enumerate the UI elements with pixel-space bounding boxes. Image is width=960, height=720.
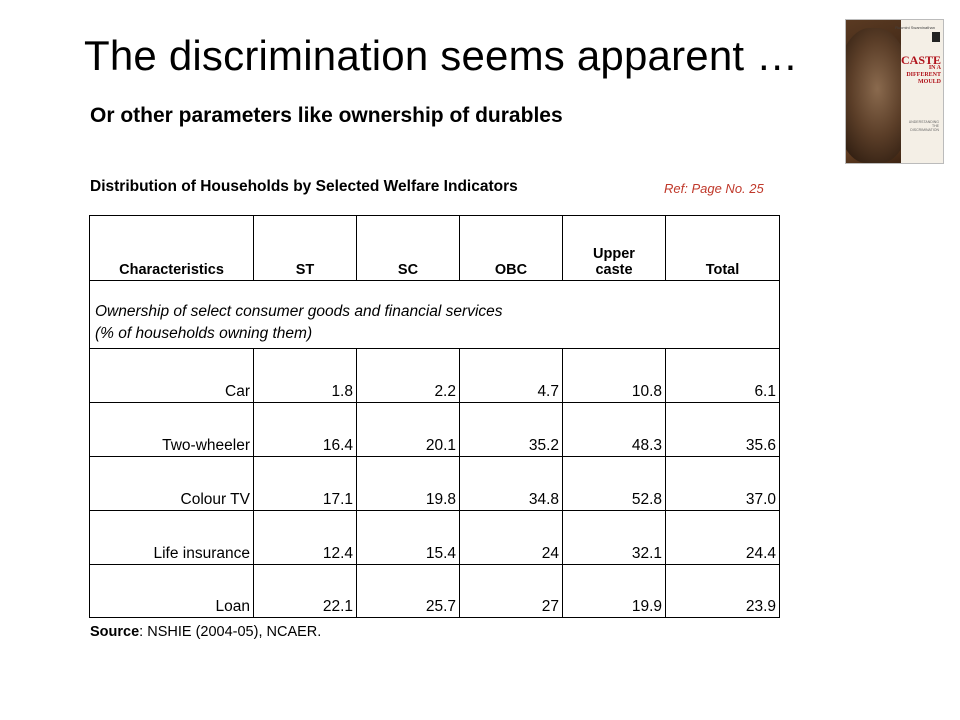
book-cover-face-illustration — [846, 28, 911, 163]
header-total: Total — [665, 215, 780, 281]
header-sc: SC — [356, 215, 460, 281]
cell-total: 37.0 — [665, 456, 780, 511]
source-text: : NSHIE (2004-05), NCAER. — [139, 624, 322, 640]
book-title-line: MOULD — [918, 79, 941, 85]
cell-st: 1.8 — [253, 348, 357, 403]
cell-obc: 4.7 — [459, 348, 563, 403]
slide-subtitle: Or other parameters like ownership of du… — [90, 104, 563, 127]
page-reference: Ref: Page No. 25 — [664, 181, 764, 196]
book-cover-title: CASTE IN A DIFFERENT MOULD — [897, 53, 941, 86]
table-row: Two-wheeler 16.4 20.1 35.2 48.3 35.6 — [89, 402, 780, 457]
cell-upper-caste: 32.1 — [562, 510, 666, 565]
cell-sc: 25.7 — [356, 564, 460, 618]
table-row: Loan 22.1 25.7 27 19.9 23.9 — [89, 564, 780, 618]
source-note: Source: NSHIE (2004-05), NCAER. — [90, 624, 321, 640]
table-header-row: Characteristics ST SC OBC Upper caste To… — [89, 215, 780, 281]
cell-upper-caste: 48.3 — [562, 402, 666, 457]
section-heading: Ownership of select consumer goods and f… — [89, 280, 780, 349]
cell-sc: 20.1 — [356, 402, 460, 457]
header-characteristics: Characteristics — [89, 215, 254, 281]
cell-total: 23.9 — [665, 564, 780, 618]
row-label: Colour TV — [89, 456, 254, 511]
section-heading-line: (% of households owning them) — [95, 325, 313, 342]
cell-sc: 19.8 — [356, 456, 460, 511]
cell-total: 24.4 — [665, 510, 780, 565]
cell-upper-caste: 52.8 — [562, 456, 666, 511]
table-row: Colour TV 17.1 19.8 34.8 52.8 37.0 — [89, 456, 780, 511]
cell-st: 17.1 — [253, 456, 357, 511]
cell-sc: 2.2 — [356, 348, 460, 403]
cell-total: 35.6 — [665, 402, 780, 457]
cell-st: 12.4 — [253, 510, 357, 565]
table-caption: Distribution of Households by Selected W… — [90, 178, 518, 195]
cell-st: 22.1 — [253, 564, 357, 618]
cell-upper-caste: 19.9 — [562, 564, 666, 618]
cell-upper-caste: 10.8 — [562, 348, 666, 403]
cell-obc: 24 — [459, 510, 563, 565]
publisher-logo-icon — [932, 32, 940, 42]
cell-obc: 35.2 — [459, 402, 563, 457]
slide-title: The discrimination seems apparent … — [84, 32, 799, 79]
welfare-indicators-table: Characteristics ST SC OBC Upper caste To… — [89, 215, 780, 618]
section-heading-line: Ownership of select consumer goods and f… — [95, 303, 503, 320]
book-title-line: CASTE — [900, 53, 941, 67]
header-obc: OBC — [459, 215, 563, 281]
header-upper-caste: Upper caste — [562, 215, 666, 281]
book-cover-author: Rukmini Swaminathan — [895, 25, 935, 30]
cell-obc: 34.8 — [459, 456, 563, 511]
book-cover-tagline: UNDERSTANDING THE DISCRIMINATION — [908, 120, 939, 132]
book-cover-panel — [901, 20, 943, 163]
table-row: Life insurance 12.4 15.4 24 32.1 24.4 — [89, 510, 780, 565]
row-label: Two-wheeler — [89, 402, 254, 457]
header-st: ST — [253, 215, 357, 281]
row-label: Car — [89, 348, 254, 403]
table-row: Car 1.8 2.2 4.7 10.8 6.1 — [89, 348, 780, 403]
row-label: Life insurance — [89, 510, 254, 565]
source-label: Source — [90, 624, 140, 640]
cell-obc: 27 — [459, 564, 563, 618]
book-title-line: DIFFERENT — [906, 72, 941, 78]
cell-total: 6.1 — [665, 348, 780, 403]
section-row: Ownership of select consumer goods and f… — [89, 280, 780, 349]
book-cover-image: Rukmini Swaminathan CASTE IN A DIFFERENT… — [846, 20, 943, 163]
row-label: Loan — [89, 564, 254, 618]
cell-sc: 15.4 — [356, 510, 460, 565]
book-title-line: IN A — [928, 65, 941, 71]
cell-st: 16.4 — [253, 402, 357, 457]
